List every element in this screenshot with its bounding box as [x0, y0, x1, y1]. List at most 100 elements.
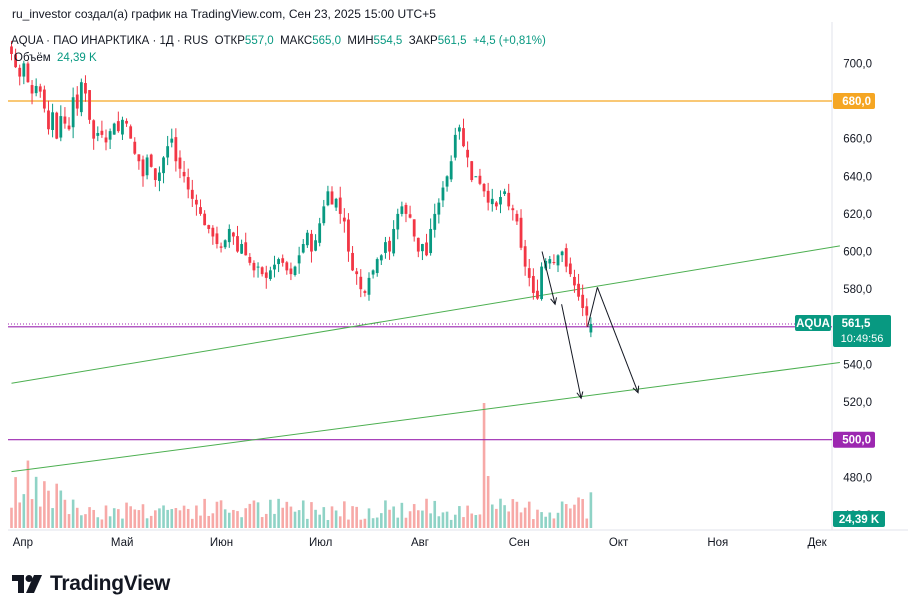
volume-bar [264, 513, 268, 528]
candle-body [26, 63, 30, 83]
level-500-tag-bg [833, 431, 875, 448]
candle-body [22, 63, 26, 77]
volume-bar [322, 507, 326, 528]
candle-body [67, 125, 71, 130]
volume-bar [334, 510, 338, 528]
forecast-arrows[interactable] [541, 251, 640, 400]
volume-bar [240, 517, 243, 528]
volume-bar [100, 519, 104, 528]
legend-high: 565,0 [312, 35, 341, 47]
candle-body [523, 246, 527, 267]
volume-bar [248, 503, 252, 528]
legend-low-label: МИН [347, 35, 374, 47]
candle-body [133, 141, 137, 154]
price-tick-label: 620,0 [843, 209, 872, 221]
arrow-shaft [596, 287, 639, 393]
trend-line[interactable] [11, 245, 840, 384]
volume-bar [408, 511, 412, 528]
candle-body [453, 134, 457, 158]
volume-bar [269, 499, 272, 528]
volume-bar [355, 506, 358, 528]
tradingview-logo-icon [12, 572, 44, 596]
time-tick-label: Сен [509, 537, 530, 549]
volume-bar [363, 518, 367, 528]
symbol-tag: AQUA [796, 318, 830, 330]
volume-bar [371, 518, 375, 528]
price-tick-label: 520,0 [843, 397, 872, 409]
volume-bar [186, 508, 190, 528]
candle-body [494, 202, 498, 207]
level-500-tag: 500,0 [842, 435, 871, 447]
volume-bar [211, 513, 215, 528]
volume-bar [347, 519, 350, 528]
tradingview-logo[interactable]: TradingView [12, 572, 170, 596]
last-price-tag-bg [833, 314, 891, 347]
volume-bar [338, 516, 342, 528]
volume-bar [252, 500, 256, 528]
arrow-shaft [587, 287, 598, 327]
volume-bar [223, 509, 227, 528]
candle-body [326, 191, 330, 206]
candle-body [573, 276, 576, 286]
candle-body [581, 294, 585, 308]
candle-body [145, 157, 149, 176]
volume-bar [59, 490, 63, 528]
volume-bar [51, 508, 54, 528]
candle-body [174, 137, 178, 162]
time-axis[interactable]: Апр Май Июн Июл Авг Сен Окт Ноя Дек [13, 537, 828, 549]
volume-bar [199, 515, 202, 528]
volume-bar [569, 508, 572, 528]
volume-tag: 24,39 K [839, 514, 880, 526]
price-tick-label: 700,0 [843, 58, 872, 70]
candle-body [178, 157, 182, 169]
candle-body [112, 123, 116, 135]
candle-body [182, 171, 186, 177]
candle-body [75, 94, 79, 109]
volume-bar [125, 502, 128, 528]
volume-bar [232, 509, 235, 528]
volume-histogram [10, 403, 593, 528]
candle-body [305, 232, 309, 246]
price-tick-label: 480,0 [843, 472, 872, 484]
candle-body [55, 112, 59, 139]
trend-lines[interactable] [11, 245, 840, 473]
volume-bar [92, 509, 95, 528]
candle-body [223, 240, 227, 248]
candle-body [289, 268, 293, 275]
volume-bar [380, 513, 383, 528]
volume-bar [306, 518, 309, 528]
candle-body [519, 217, 523, 248]
candle-body [482, 184, 486, 192]
price-axis[interactable]: 460,0480,0500,0520,0540,0560,0580,0600,0… [843, 58, 872, 522]
candle-body [248, 256, 252, 263]
candle-body [137, 154, 141, 162]
candle-body [396, 213, 400, 230]
candle-body [527, 268, 531, 278]
candle-body [462, 128, 465, 147]
candle-body [347, 219, 350, 252]
candle-body [355, 271, 359, 275]
volume-bar [104, 505, 108, 528]
volume-bar [63, 499, 67, 528]
candle-body [285, 262, 289, 271]
candle-body [363, 291, 367, 293]
candle-body [14, 54, 18, 68]
volume-bar [421, 510, 424, 528]
volume-legend[interactable]: Объём 24,39 K [14, 52, 97, 64]
volume-bar [10, 507, 13, 528]
price-tick-label: 640,0 [843, 171, 872, 183]
candle-body [351, 252, 354, 271]
volume-bar [26, 460, 30, 528]
symbol-legend[interactable]: AQUA · ПАО ИНАРКТИКА · 1Д · RUS ОТКР557,… [11, 35, 546, 47]
legend-close-label: ЗАКР [408, 35, 438, 47]
volume-bar [141, 504, 145, 528]
volume-bar [343, 501, 346, 528]
volume-bar [289, 506, 293, 528]
volume-bar [191, 518, 194, 528]
candle-body [125, 120, 128, 124]
chart-attribution: ru_investor создал(а) график на TradingV… [12, 7, 436, 21]
volume-bar [527, 501, 531, 528]
trend-line[interactable] [11, 362, 840, 473]
